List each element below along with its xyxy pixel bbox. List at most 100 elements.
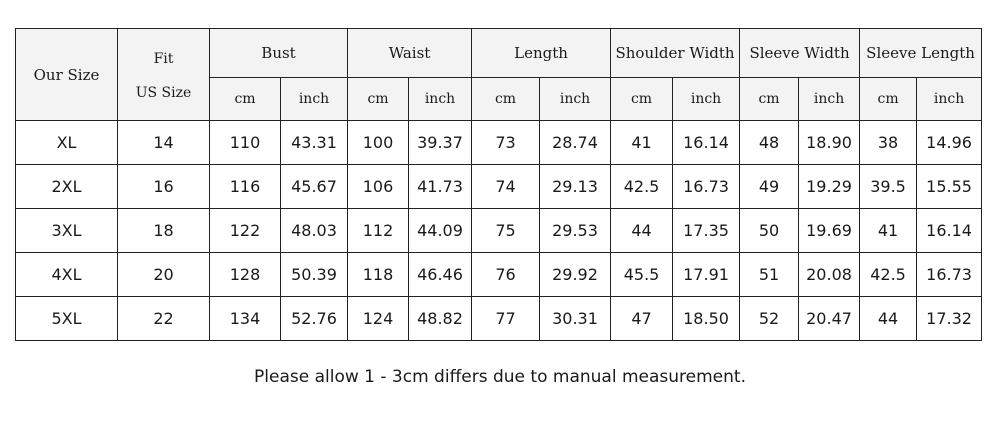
unit-inch: inch bbox=[798, 77, 861, 121]
shoulder-cm-cell: 44 bbox=[610, 208, 674, 253]
shoulder-inch-cell: 17.35 bbox=[672, 208, 741, 253]
unit-cm: cm bbox=[347, 77, 410, 121]
us-size-cell: 14 bbox=[117, 120, 210, 165]
sleeve-width-cm-cell: 51 bbox=[739, 252, 800, 297]
length-cm-cell: 74 bbox=[471, 164, 541, 209]
shoulder-cm-cell: 42.5 bbox=[610, 164, 674, 209]
waist-cm-cell: 124 bbox=[347, 296, 410, 341]
unit-cm: cm bbox=[209, 77, 281, 121]
measurement-note: Please allow 1 - 3cm differs due to manu… bbox=[254, 367, 746, 387]
length-header: Length bbox=[471, 28, 612, 78]
table-body: XL 14 110 43.31 100 39.37 73 28.74 41 16… bbox=[15, 120, 983, 341]
table-row: 4XL 20 128 50.39 118 46.46 76 29.92 45.5… bbox=[15, 252, 983, 297]
sleeve-length-inch-cell: 17.32 bbox=[916, 296, 983, 341]
sleeve-width-inch-cell: 19.69 bbox=[798, 208, 861, 253]
sleeve-length-inch-cell: 14.96 bbox=[916, 120, 983, 165]
waist-cm-cell: 112 bbox=[347, 208, 410, 253]
bust-cm-cell: 116 bbox=[209, 164, 281, 209]
unit-inch: inch bbox=[408, 77, 473, 121]
sleeve-width-inch-cell: 19.29 bbox=[798, 164, 861, 209]
size-cell: 3XL bbox=[15, 208, 118, 253]
table-row: 3XL 18 122 48.03 112 44.09 75 29.53 44 1… bbox=[15, 208, 983, 253]
length-cm-cell: 77 bbox=[471, 296, 541, 341]
sleeve-length-cm-cell: 38 bbox=[859, 120, 918, 165]
waist-cm-cell: 106 bbox=[347, 164, 410, 209]
unit-cm: cm bbox=[471, 77, 541, 121]
us-size-cell: 18 bbox=[117, 208, 210, 253]
shoulder-cm-cell: 47 bbox=[610, 296, 674, 341]
length-cm-cell: 75 bbox=[471, 208, 541, 253]
shoulder-width-header: Shoulder Width bbox=[610, 28, 741, 78]
us-size-cell: 20 bbox=[117, 252, 210, 297]
bust-inch-cell: 48.03 bbox=[279, 208, 349, 253]
unit-cm: cm bbox=[739, 77, 800, 121]
header-row-units: cm inch cm inch cm inch cm inch cm inch … bbox=[16, 77, 983, 121]
size-cell: 2XL bbox=[15, 164, 118, 209]
bust-inch-cell: 43.31 bbox=[279, 120, 349, 165]
length-cm-cell: 76 bbox=[471, 252, 541, 297]
bust-inch-cell: 45.67 bbox=[279, 164, 349, 209]
sleeve-width-header: Sleeve Width bbox=[739, 28, 861, 78]
length-inch-cell: 29.13 bbox=[539, 164, 612, 209]
sleeve-width-cm-cell: 48 bbox=[739, 120, 800, 165]
bust-cm-cell: 110 bbox=[209, 120, 281, 165]
waist-inch-cell: 44.09 bbox=[408, 208, 473, 253]
size-cell: 5XL bbox=[15, 296, 118, 341]
size-cell: 4XL bbox=[15, 252, 118, 297]
waist-inch-cell: 41.73 bbox=[408, 164, 473, 209]
waist-cm-cell: 118 bbox=[347, 252, 410, 297]
us-size-cell: 16 bbox=[117, 164, 210, 209]
size-chart-table: Our Size Fit US Size Bust Waist Length S… bbox=[15, 28, 983, 341]
sleeve-length-inch-cell: 15.55 bbox=[916, 164, 983, 209]
length-inch-cell: 28.74 bbox=[539, 120, 612, 165]
size-cell: XL bbox=[15, 120, 118, 165]
our-size-header: Our Size bbox=[15, 28, 118, 121]
sleeve-width-inch-cell: 18.90 bbox=[798, 120, 861, 165]
waist-cm-cell: 100 bbox=[347, 120, 410, 165]
table-row: XL 14 110 43.31 100 39.37 73 28.74 41 16… bbox=[15, 120, 983, 165]
bust-inch-cell: 52.76 bbox=[279, 296, 349, 341]
shoulder-cm-cell: 45.5 bbox=[610, 252, 674, 297]
bust-cm-cell: 122 bbox=[209, 208, 281, 253]
waist-inch-cell: 39.37 bbox=[408, 120, 473, 165]
length-inch-cell: 30.31 bbox=[539, 296, 612, 341]
waist-inch-cell: 48.82 bbox=[408, 296, 473, 341]
us-size-label: US Size bbox=[135, 85, 192, 101]
sleeve-length-inch-cell: 16.73 bbox=[916, 252, 983, 297]
shoulder-cm-cell: 41 bbox=[610, 120, 674, 165]
shoulder-inch-cell: 16.14 bbox=[672, 120, 741, 165]
sleeve-length-cm-cell: 42.5 bbox=[859, 252, 918, 297]
bust-cm-cell: 128 bbox=[209, 252, 281, 297]
sleeve-length-cm-cell: 44 bbox=[859, 296, 918, 341]
waist-inch-cell: 46.46 bbox=[408, 252, 473, 297]
sleeve-length-inch-cell: 16.14 bbox=[916, 208, 983, 253]
sleeve-width-inch-cell: 20.08 bbox=[798, 252, 861, 297]
bust-cm-cell: 134 bbox=[209, 296, 281, 341]
shoulder-inch-cell: 17.91 bbox=[672, 252, 741, 297]
shoulder-inch-cell: 16.73 bbox=[672, 164, 741, 209]
unit-inch: inch bbox=[539, 77, 612, 121]
table-header: Our Size Fit US Size Bust Waist Length S… bbox=[15, 28, 983, 121]
sleeve-length-header: Sleeve Length bbox=[859, 28, 983, 78]
fit-label: Fit bbox=[153, 51, 174, 67]
sleeve-width-cm-cell: 50 bbox=[739, 208, 800, 253]
length-inch-cell: 29.92 bbox=[539, 252, 612, 297]
table-row: 2XL 16 116 45.67 106 41.73 74 29.13 42.5… bbox=[15, 164, 983, 209]
sleeve-width-cm-cell: 49 bbox=[739, 164, 800, 209]
length-cm-cell: 73 bbox=[471, 120, 541, 165]
sleeve-width-inch-cell: 20.47 bbox=[798, 296, 861, 341]
shoulder-inch-cell: 18.50 bbox=[672, 296, 741, 341]
waist-header: Waist bbox=[347, 28, 473, 78]
unit-cm: cm bbox=[859, 77, 918, 121]
bust-header: Bust bbox=[208, 28, 349, 78]
us-size-cell: 22 bbox=[117, 296, 210, 341]
length-inch-cell: 29.53 bbox=[539, 208, 612, 253]
sleeve-width-cm-cell: 52 bbox=[739, 296, 800, 341]
header-row-groups: Our Size Fit US Size Bust Waist Length S… bbox=[15, 28, 983, 121]
unit-cm: cm bbox=[610, 77, 674, 121]
sleeve-length-cm-cell: 39.5 bbox=[859, 164, 918, 209]
unit-inch: inch bbox=[279, 77, 349, 121]
fit-us-size-header: Fit US Size bbox=[117, 28, 210, 121]
unit-inch: inch bbox=[916, 77, 983, 121]
unit-inch: inch bbox=[672, 77, 741, 121]
